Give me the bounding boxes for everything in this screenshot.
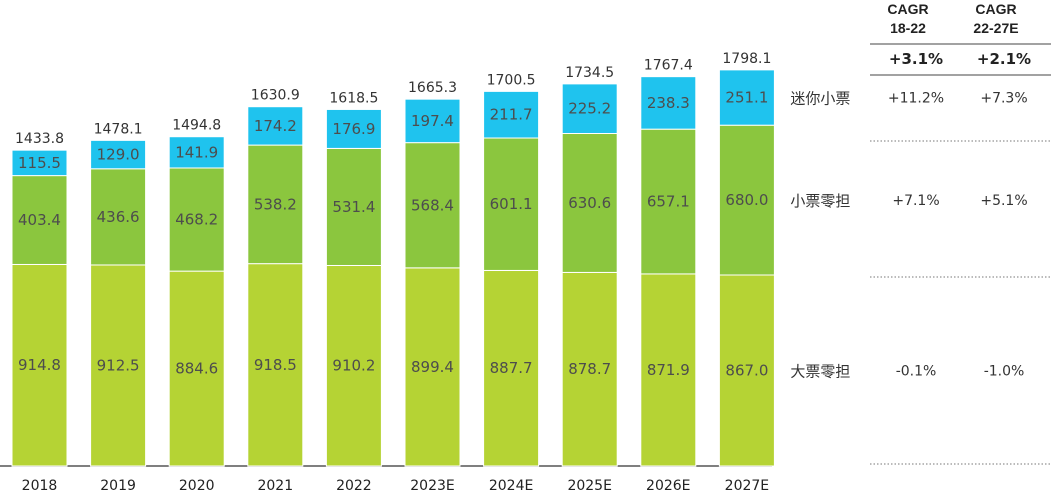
bar-segment [90,139,147,170]
bar-segment [483,90,540,139]
data-label: 867.0 [725,361,768,379]
data-label: 887.7 [490,359,533,377]
x-tick-label: 2018 [22,478,58,494]
x-tick-label: 2027E [725,478,769,494]
data-label: 174.2 [254,117,297,135]
data-label: 899.4 [411,358,454,376]
data-label: 657.1 [647,193,690,211]
data-label: 680.0 [725,191,768,209]
bar-segment [718,124,775,276]
cagr-value: -1.0% [984,363,1025,379]
data-label: 141.9 [175,143,218,161]
bar-segment [640,76,697,130]
total-label: 1433.8 [15,131,64,147]
bar-segment [325,108,382,149]
cagr-total-value: +3.1% [889,50,943,68]
bar-segment [718,274,775,467]
data-label: 918.5 [254,356,297,374]
data-label: 115.5 [18,154,61,172]
data-label: 630.6 [568,194,611,212]
bar-segment [404,142,461,269]
data-label: 251.1 [725,89,768,107]
bar-segment [168,270,225,467]
total-label: 1478.1 [94,121,143,137]
data-label: 225.2 [568,100,611,118]
total-label: 1618.5 [329,90,378,106]
bar-segment [11,263,68,467]
x-tick-label: 2020 [179,478,215,494]
data-label: 176.9 [332,120,375,138]
data-label: 912.5 [97,356,140,374]
bar-segment [11,149,68,177]
data-label: 910.2 [332,357,375,375]
total-label: 1630.9 [251,88,300,104]
data-label: 531.4 [332,198,375,216]
total-label: 1700.5 [487,72,536,88]
data-label: 129.0 [97,146,140,164]
cagr-value: +11.2% [888,91,944,107]
total-label: 1665.3 [408,80,457,96]
data-label: 878.7 [568,360,611,378]
bar-segment [561,133,618,273]
total-label: 1494.8 [172,118,221,134]
x-tick-label: 2024E [489,478,533,494]
data-label: 436.6 [97,208,140,226]
bar-segment [325,147,382,266]
bar-segment [247,106,304,146]
bar-segment [168,167,225,272]
data-label: 914.8 [18,356,61,374]
bar-segment [718,69,775,126]
cagr-value: -0.1% [896,363,937,379]
bar-segment [404,267,461,467]
x-tick-label: 2019 [100,478,136,494]
cagr-header-line2: 18-22 [890,20,926,36]
series-label: 迷你小票 [790,90,850,108]
bar-segment [404,98,461,144]
bar-segment [325,264,382,467]
series-label: 大票零担 [790,362,850,380]
bar-segment [168,136,225,169]
bar-segment [90,264,147,467]
data-label: 238.3 [647,94,690,112]
bar-segment [483,269,540,467]
data-label: 601.1 [490,195,533,213]
cagr-value: +5.1% [980,193,1027,209]
bar-segment [640,128,697,275]
x-tick-label: 2022 [336,478,372,494]
x-tick-label: 2026E [646,478,690,494]
data-label: 871.9 [647,361,690,379]
total-label: 1798.1 [722,51,771,67]
x-tick-label: 2021 [257,478,293,494]
bar-segment [640,273,697,467]
series-label: 小票零担 [790,192,850,210]
cagr-value: +7.1% [892,193,939,209]
data-label: 568.4 [411,196,454,214]
cagr-value: +7.3% [980,91,1027,107]
bar-segment [247,263,304,467]
bar-segment [561,271,618,467]
bar-segment [483,137,540,271]
cagr-header-line1: CAGR [887,1,928,17]
bar-segment [561,83,618,135]
cagr-total-value: +2.1% [977,50,1031,68]
x-tick-label: 2023E [410,478,454,494]
bar-segment [247,144,304,265]
bar-segment [11,175,68,265]
total-label: 1734.5 [565,65,614,81]
total-label: 1767.4 [644,58,693,74]
data-label: 884.6 [175,360,218,378]
bar-segment [90,168,147,266]
cagr-header-line1: CAGR [975,1,1016,17]
data-label: 197.4 [411,112,454,130]
data-label: 211.7 [490,106,533,124]
x-tick-label: 2025E [567,478,611,494]
data-label: 403.4 [18,211,61,229]
cagr-header-line2: 22-27E [973,20,1018,36]
data-label: 468.2 [175,211,218,229]
data-label: 538.2 [254,195,297,213]
